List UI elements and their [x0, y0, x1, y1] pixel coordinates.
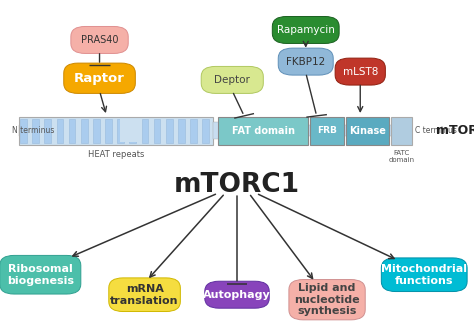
Text: FKBP12: FKBP12: [286, 57, 325, 67]
FancyBboxPatch shape: [202, 119, 209, 143]
FancyBboxPatch shape: [20, 119, 27, 143]
Text: Ribosomal
biogenesis: Ribosomal biogenesis: [7, 264, 74, 285]
Text: mTORC1: mTORC1: [174, 172, 300, 198]
Text: Deptor: Deptor: [214, 75, 250, 85]
FancyBboxPatch shape: [19, 117, 213, 145]
FancyBboxPatch shape: [178, 119, 185, 143]
FancyBboxPatch shape: [109, 278, 180, 312]
FancyBboxPatch shape: [335, 58, 385, 85]
FancyBboxPatch shape: [32, 119, 39, 143]
FancyBboxPatch shape: [81, 119, 88, 143]
FancyBboxPatch shape: [272, 16, 339, 44]
FancyBboxPatch shape: [310, 117, 344, 145]
FancyBboxPatch shape: [64, 63, 136, 93]
FancyBboxPatch shape: [346, 117, 389, 145]
FancyBboxPatch shape: [105, 119, 112, 143]
FancyBboxPatch shape: [56, 119, 64, 143]
FancyBboxPatch shape: [142, 119, 148, 143]
FancyBboxPatch shape: [45, 119, 51, 143]
FancyBboxPatch shape: [213, 122, 220, 139]
Text: Mitochondrial
functions: Mitochondrial functions: [381, 264, 467, 285]
FancyBboxPatch shape: [166, 119, 173, 143]
Text: mLST8: mLST8: [343, 67, 378, 77]
Text: FAT domain: FAT domain: [232, 126, 294, 136]
FancyBboxPatch shape: [205, 281, 269, 308]
Text: FATC
domain: FATC domain: [389, 150, 415, 163]
FancyBboxPatch shape: [71, 27, 128, 54]
FancyBboxPatch shape: [289, 280, 365, 320]
Text: HEAT repeats: HEAT repeats: [88, 150, 144, 159]
Text: FRB: FRB: [317, 126, 337, 135]
FancyBboxPatch shape: [381, 258, 467, 292]
Text: Rapamycin: Rapamycin: [277, 25, 335, 35]
Text: mTOR: mTOR: [436, 124, 474, 137]
Text: Kinase: Kinase: [349, 126, 386, 136]
FancyBboxPatch shape: [201, 66, 264, 93]
FancyBboxPatch shape: [69, 119, 75, 143]
FancyBboxPatch shape: [154, 119, 161, 143]
FancyBboxPatch shape: [129, 119, 136, 143]
Text: mRNA
translation: mRNA translation: [110, 284, 179, 305]
Text: Raptor: Raptor: [74, 72, 125, 85]
FancyBboxPatch shape: [218, 117, 308, 145]
Text: N terminus: N terminus: [12, 126, 54, 135]
FancyBboxPatch shape: [391, 117, 412, 145]
FancyBboxPatch shape: [190, 119, 197, 143]
FancyBboxPatch shape: [0, 255, 81, 294]
Text: C terminus: C terminus: [415, 126, 456, 135]
FancyBboxPatch shape: [278, 48, 333, 75]
Text: Autophagy: Autophagy: [203, 290, 271, 300]
FancyBboxPatch shape: [120, 120, 139, 142]
FancyBboxPatch shape: [19, 125, 412, 137]
FancyBboxPatch shape: [118, 119, 124, 143]
Text: PRAS40: PRAS40: [81, 35, 118, 45]
FancyBboxPatch shape: [93, 119, 100, 143]
Text: Lipid and
nucleotide
synthesis: Lipid and nucleotide synthesis: [294, 283, 360, 316]
